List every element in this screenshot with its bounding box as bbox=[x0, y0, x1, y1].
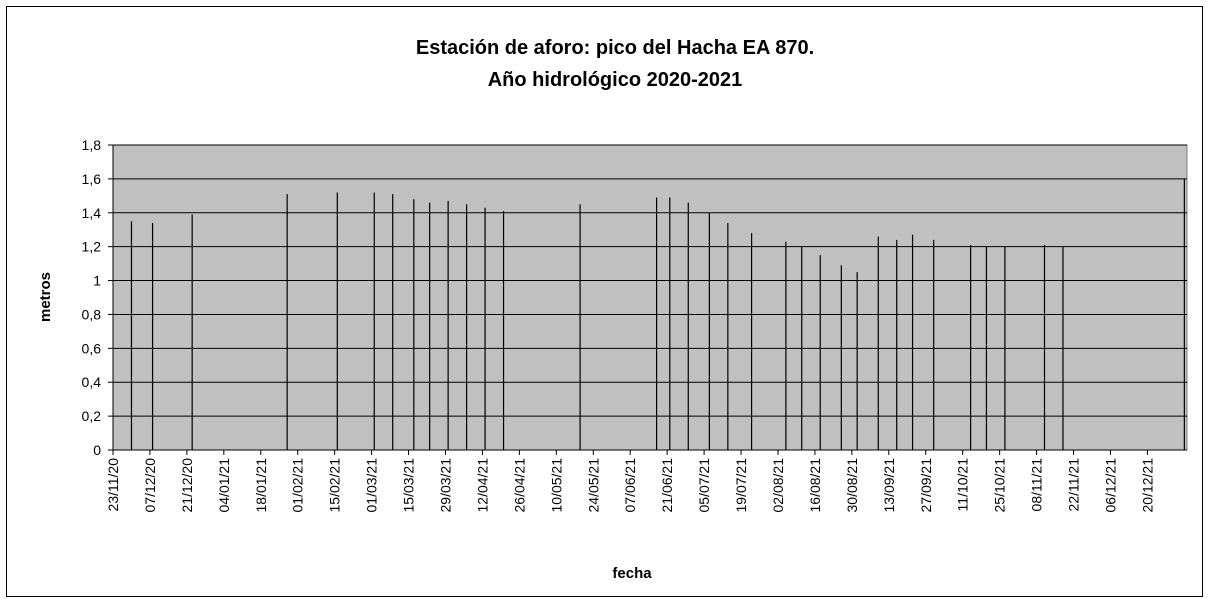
y-tick-label: 0,4 bbox=[82, 374, 102, 390]
x-tick-label: 10/05/21 bbox=[548, 458, 564, 513]
y-axis-label: metros bbox=[37, 272, 54, 322]
x-tick-label: 11/10/21 bbox=[955, 458, 971, 512]
x-tick-label: 15/03/21 bbox=[401, 458, 417, 513]
x-tick-label: 19/07/21 bbox=[733, 458, 749, 513]
x-tick-label: 20/12/21 bbox=[1139, 458, 1155, 513]
x-tick-label: 06/12/21 bbox=[1102, 458, 1118, 513]
x-tick-label: 12/04/21 bbox=[474, 458, 490, 513]
x-tick-label: 07/12/20 bbox=[142, 458, 158, 513]
x-tick-label: 29/03/21 bbox=[437, 458, 453, 513]
x-tick-label: 23/11/20 bbox=[105, 458, 121, 512]
y-tick-label: 0,6 bbox=[82, 340, 102, 356]
plot-area bbox=[112, 144, 1188, 451]
x-tick-label: 26/04/21 bbox=[511, 458, 527, 513]
x-tick-label: 25/10/21 bbox=[992, 458, 1008, 513]
x-tick-label: 21/06/21 bbox=[659, 458, 675, 513]
x-tick-label: 18/01/21 bbox=[253, 458, 269, 513]
x-tick-label: 27/09/21 bbox=[918, 458, 934, 513]
x-tick-label: 01/02/21 bbox=[290, 458, 306, 513]
chart-subtitle: Año hidrológico 2020-2021 bbox=[488, 69, 743, 91]
y-tick-label: 1 bbox=[93, 273, 101, 289]
x-tick-label: 22/11/21 bbox=[1066, 458, 1082, 512]
y-tick-label: 1,6 bbox=[82, 171, 102, 187]
x-tick-label: 24/05/21 bbox=[585, 458, 601, 513]
y-tick-label: 1,4 bbox=[82, 205, 102, 221]
x-tick-label: 21/12/20 bbox=[179, 458, 195, 513]
x-tick-label: 01/03/21 bbox=[364, 458, 380, 513]
y-tick-label: 1,2 bbox=[82, 239, 102, 255]
x-tick-label: 08/11/21 bbox=[1029, 458, 1045, 512]
x-tick-label: 05/07/21 bbox=[696, 458, 712, 513]
x-tick-label: 13/09/21 bbox=[881, 458, 897, 513]
x-tick-label: 07/06/21 bbox=[622, 458, 638, 513]
x-tick-label: 02/08/21 bbox=[770, 458, 786, 513]
y-tick-label: 1,8 bbox=[82, 137, 102, 153]
x-axis-label: fecha bbox=[612, 565, 652, 582]
x-tick-label: 30/08/21 bbox=[844, 458, 860, 513]
y-tick-label: 0 bbox=[93, 442, 101, 458]
x-tick-label: 15/02/21 bbox=[327, 458, 343, 513]
chart-title: Estación de aforo: pico del Hacha EA 870… bbox=[416, 37, 814, 59]
y-tick-label: 0,8 bbox=[82, 306, 102, 322]
y-tick-label: 0,2 bbox=[82, 408, 102, 424]
x-tick-label: 04/01/21 bbox=[216, 458, 232, 513]
x-tick-label: 16/08/21 bbox=[807, 458, 823, 513]
